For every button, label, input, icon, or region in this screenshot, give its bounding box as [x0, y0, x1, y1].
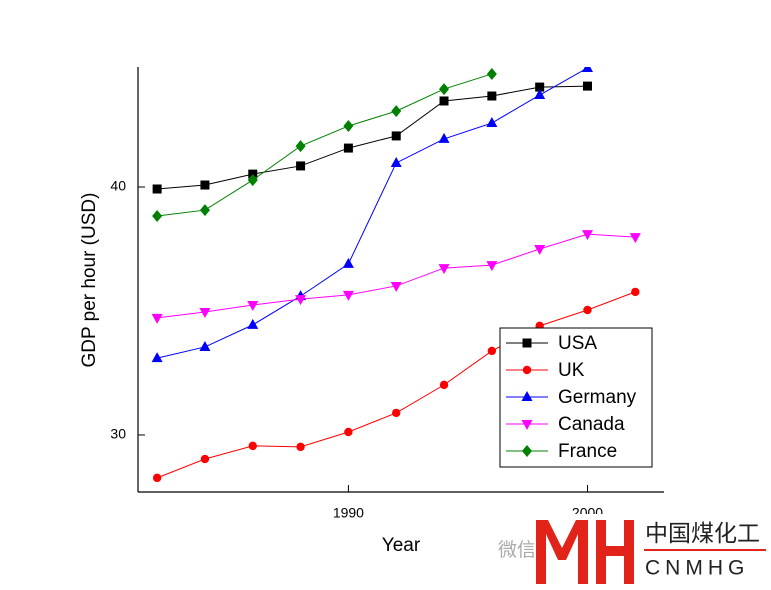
marker: [199, 204, 210, 217]
marker: [343, 120, 354, 133]
marker: [439, 83, 450, 96]
marker: [534, 89, 546, 100]
watermark-text: 微信: [498, 539, 536, 561]
marker: [199, 307, 211, 318]
legend: USA UK Germany Canada France: [499, 327, 653, 468]
marker: [152, 473, 162, 483]
marker: [200, 180, 210, 190]
plot-area: [151, 67, 641, 483]
legend-label: Germany: [558, 387, 637, 408]
marker: [343, 143, 353, 153]
marker: [535, 82, 545, 92]
marker: [487, 346, 497, 356]
series-line: [157, 67, 588, 359]
marker: [631, 287, 640, 297]
marker: [391, 105, 402, 118]
marker: [629, 233, 641, 244]
marker: [486, 117, 498, 128]
marker: [487, 91, 497, 101]
marker: [392, 408, 401, 418]
logo-mark: [536, 520, 634, 584]
marker: [581, 67, 593, 72]
marker: [295, 295, 307, 306]
marker: [296, 442, 305, 452]
marker: [391, 131, 401, 141]
marker: [390, 281, 402, 292]
series-line: [157, 85, 588, 190]
marker: [296, 161, 306, 171]
marker: [152, 210, 163, 223]
y-axis-label: GDP per hour (USD): [79, 193, 100, 368]
marker: [247, 318, 259, 329]
marker: [534, 245, 546, 256]
marker: [582, 81, 592, 91]
legend-marker: [522, 338, 532, 348]
marker: [152, 184, 162, 194]
marker: [438, 132, 450, 143]
series-line: [157, 73, 493, 217]
marker: [583, 305, 592, 315]
marker: [390, 156, 402, 167]
legend-marker: [522, 365, 532, 375]
marker: [439, 96, 449, 106]
x-axis-label: Year: [382, 535, 421, 556]
marker: [151, 352, 163, 363]
marker: [151, 313, 163, 324]
y-tick-label: 30: [110, 426, 126, 442]
legend-label: UK: [558, 360, 585, 381]
marker: [199, 340, 211, 351]
marker: [581, 230, 593, 241]
marker: [342, 290, 354, 301]
marker: [247, 174, 258, 187]
watermark-logo: 中国煤化工 CNMHG: [534, 514, 768, 588]
legend-label: Canada: [558, 414, 625, 435]
marker: [248, 441, 257, 451]
legend-label: USA: [558, 333, 597, 354]
legend-marker: [521, 420, 533, 430]
marker: [486, 67, 497, 80]
marker: [200, 454, 210, 464]
y-tick-label: 40: [110, 178, 126, 194]
logo-rule: [644, 549, 766, 551]
logo-cn: 中国煤化工: [645, 520, 760, 546]
legend-marker: [521, 391, 533, 401]
legend-label: France: [558, 441, 617, 462]
marker: [439, 380, 449, 390]
legend-marker: [522, 445, 532, 457]
x-tick-label: 1990: [333, 505, 364, 521]
marker: [344, 427, 353, 437]
logo-en: CNMHG: [645, 557, 749, 580]
marker: [342, 257, 354, 268]
marker: [295, 140, 306, 153]
marker: [438, 264, 450, 275]
marker: [247, 301, 259, 312]
series-line: [157, 233, 636, 319]
marker: [486, 261, 498, 272]
